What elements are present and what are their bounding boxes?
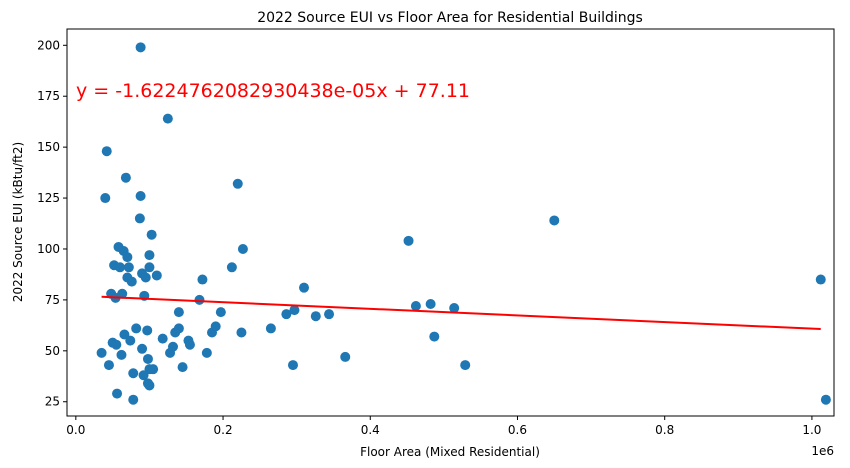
data-point-26: [135, 42, 146, 53]
data-point-64: [281, 309, 292, 320]
data-point-18: [122, 252, 133, 263]
regression-line: [101, 295, 821, 331]
y-tick-label-5: 150: [37, 140, 60, 154]
x-tick-label-2: 0.4: [361, 423, 380, 437]
data-point-29: [137, 343, 148, 354]
x-ticks-layer: 0.0 0.2 0.4 0.6 0.8 1.0: [66, 416, 821, 437]
data-point-74: [429, 331, 440, 342]
data-point-20: [125, 335, 136, 346]
y-tick-label-3: 100: [37, 242, 60, 256]
x-tick-label-1: 0.2: [214, 423, 233, 437]
data-point-52: [184, 339, 195, 350]
data-point-48: [173, 323, 184, 334]
data-point-43: [157, 333, 168, 344]
x-tick-label-4: 0.8: [655, 423, 674, 437]
data-point-62: [237, 243, 248, 254]
data-point-8: [111, 339, 122, 350]
data-point-61: [236, 327, 247, 338]
data-point-68: [310, 311, 321, 322]
data-point-16: [120, 172, 131, 183]
data-point-11: [114, 262, 125, 273]
data-point-76: [460, 360, 471, 371]
data-point-24: [131, 323, 142, 334]
data-point-39: [144, 262, 155, 273]
data-point-77: [549, 215, 560, 226]
data-point-79: [820, 394, 831, 405]
data-point-27: [135, 191, 146, 202]
data-point-50: [177, 362, 188, 373]
data-point-53: [194, 294, 205, 305]
data-point-65: [287, 360, 298, 371]
data-point-3: [103, 360, 114, 371]
data-point-38: [144, 250, 155, 261]
chart-title: 2022 Source EUI vs Floor Area for Reside…: [257, 10, 643, 26]
y-tick-label-6: 175: [37, 89, 60, 103]
data-point-42: [151, 270, 162, 281]
data-point-33: [142, 325, 153, 336]
data-point-73: [425, 298, 436, 309]
y-tick-label-0: 25: [45, 395, 60, 409]
y-tick-label-7: 200: [37, 38, 60, 52]
data-point-32: [140, 272, 151, 283]
y-tick-label-1: 50: [45, 344, 60, 358]
x-tick-label-3: 0.6: [508, 423, 527, 437]
data-point-40: [146, 229, 157, 240]
data-point-12: [116, 349, 127, 360]
data-point-67: [299, 282, 310, 293]
data-point-71: [403, 235, 414, 246]
x-tick-label-5: 1.0: [802, 423, 821, 437]
data-point-54: [197, 274, 208, 285]
regression-equation: y = -1.6224762082930438e-05x + 77.11: [76, 80, 470, 102]
data-point-25: [134, 213, 145, 224]
regression-line-layer: [101, 295, 821, 331]
data-point-2: [101, 146, 112, 157]
data-point-69: [324, 309, 335, 320]
y-ticks-layer: 25 50 75 100 125 150 175 200: [37, 38, 67, 409]
data-point-75: [449, 303, 460, 314]
x-axis-offset-label: 1e6: [811, 444, 834, 458]
data-point-57: [210, 321, 221, 332]
y-tick-label-2: 75: [45, 293, 60, 307]
data-point-34: [142, 353, 153, 364]
data-point-58: [215, 307, 226, 318]
data-point-36: [144, 380, 155, 391]
data-point-59: [226, 262, 237, 273]
data-point-1: [100, 193, 111, 204]
data-point-13: [117, 288, 128, 299]
x-tick-label-0: 0.0: [66, 423, 85, 437]
data-point-70: [340, 351, 351, 362]
data-point-19: [123, 262, 134, 273]
data-point-55: [201, 347, 212, 358]
plot-frame: [66, 28, 835, 417]
data-point-0: [96, 347, 107, 358]
data-point-9: [112, 388, 123, 399]
data-point-23: [128, 394, 139, 405]
points-layer: [96, 42, 831, 405]
data-point-21: [126, 276, 137, 287]
data-point-78: [815, 274, 826, 285]
data-point-63: [265, 323, 276, 334]
data-point-66: [289, 305, 300, 316]
y-axis-label: 2022 Source EUI (kBtu/ft2): [11, 142, 25, 302]
data-point-22: [128, 368, 139, 379]
data-point-72: [410, 301, 421, 312]
y-tick-label-4: 125: [37, 191, 60, 205]
data-point-46: [167, 341, 178, 352]
data-point-44: [162, 113, 173, 124]
data-point-60: [232, 178, 243, 189]
data-point-41: [148, 364, 159, 375]
data-point-49: [173, 307, 184, 318]
x-axis-label: Floor Area (Mixed Residential): [360, 445, 540, 459]
